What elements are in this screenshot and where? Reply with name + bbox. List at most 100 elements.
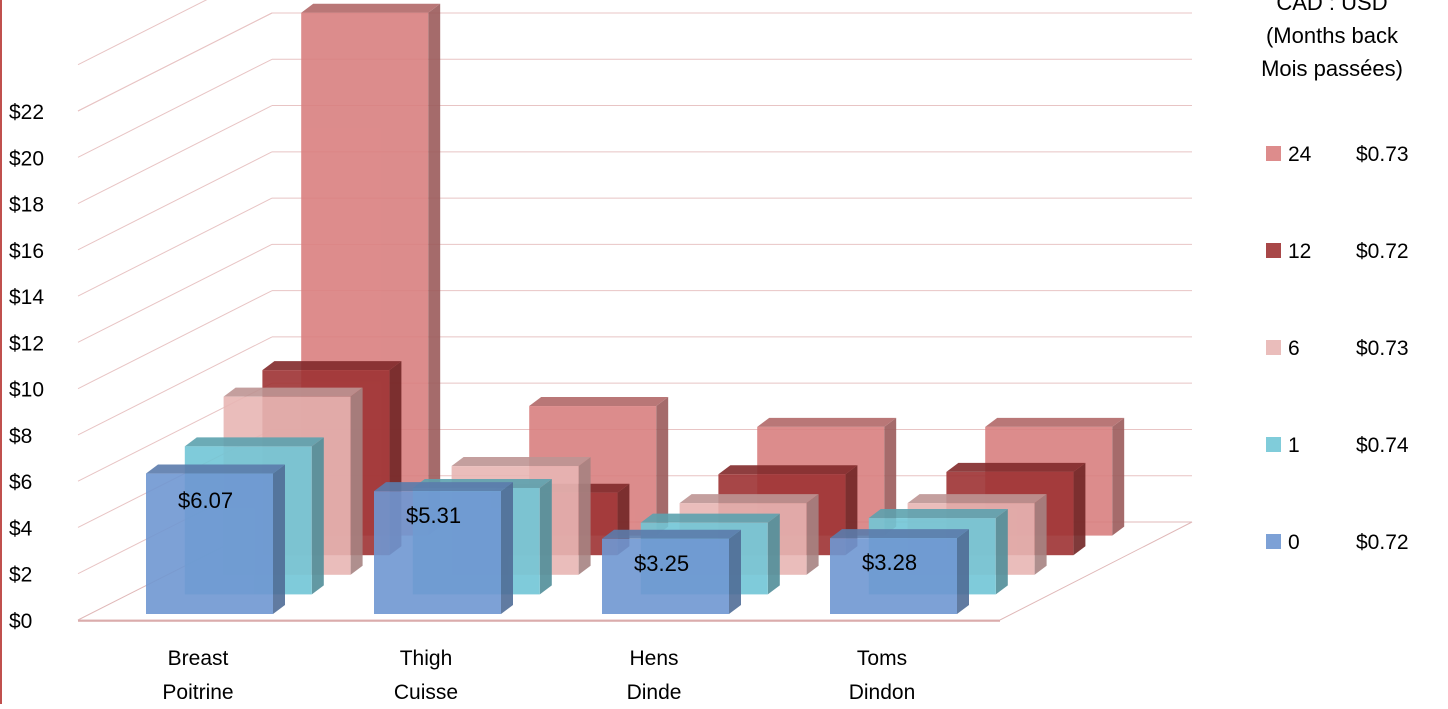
bar-top: [985, 417, 1125, 427]
bar-side: [656, 397, 669, 536]
legend-swatch: [1266, 437, 1281, 452]
x-tick-label: Hens: [629, 647, 678, 670]
legend-swatch: [1266, 146, 1281, 161]
bar-top: [868, 509, 1008, 519]
legend-title: (Months back: [1266, 23, 1399, 48]
data-label: $6.07: [178, 488, 233, 513]
bar-side: [350, 387, 363, 575]
bars: [146, 3, 1125, 614]
x-tick-label: Toms: [857, 647, 907, 670]
bar-top: [451, 457, 591, 467]
legend-rate: $0.73: [1356, 337, 1409, 360]
bar-top: [146, 464, 285, 474]
bar-0-3: [830, 529, 969, 614]
y-tick-label: $0: [9, 610, 32, 633]
bar-side: [767, 513, 780, 595]
y-tick-labels: $0 $2 $4 $6 $8 $10 $12 $14 $16 $18 $20 $22: [9, 101, 44, 633]
legend-rate: $0.74: [1356, 434, 1409, 457]
bar-top: [946, 462, 1086, 472]
bar-top: [374, 482, 513, 492]
x-tick-label: Thigh: [400, 647, 453, 670]
data-label: $3.25: [634, 551, 689, 576]
bar-side: [884, 417, 897, 536]
legend-rate: $0.72: [1356, 240, 1409, 263]
side-gridline: [77, 58, 273, 158]
y-tick-label: $12: [9, 332, 44, 355]
side-gridline: [77, 243, 273, 343]
y-tick-label: $2: [9, 564, 32, 587]
bar-top: [184, 437, 324, 447]
side-gridline: [77, 151, 273, 251]
bar-top: [223, 387, 363, 397]
y-tick-label: $20: [9, 147, 44, 170]
x-tick-label: Breast: [168, 647, 229, 670]
bar-top: [907, 494, 1047, 504]
bar-top: [830, 529, 969, 539]
legend-title: CAD : USD: [1276, 0, 1387, 15]
bar-side: [806, 494, 819, 575]
bar-side: [729, 529, 741, 614]
bar-top: [757, 417, 897, 427]
bar-side: [501, 482, 513, 614]
y-tick-label: $6: [9, 471, 32, 494]
bar-top: [529, 397, 669, 407]
x-tick-labels: Breast Poitrine Thigh Cuisse Hens Dinde Toms Di…: [162, 647, 915, 704]
legend-rate: $0.72: [1356, 531, 1409, 554]
bar-top: [602, 529, 741, 539]
legend: CAD : USD (Months back Mois passées) 24 $0.7…: [1261, 0, 1409, 554]
y-tick-label: $4: [9, 517, 33, 540]
bar-side: [1112, 417, 1125, 536]
side-gridline: [77, 105, 273, 204]
legend-title: Mois passées): [1261, 56, 1403, 81]
bar-front: [146, 473, 273, 614]
legend-series-name: 0: [1288, 531, 1300, 554]
data-label: $3.28: [862, 550, 917, 575]
x-tick-label: Cuisse: [394, 681, 458, 704]
bar-top: [679, 494, 819, 504]
bar-0-1: [374, 482, 513, 614]
bar-side: [539, 478, 552, 595]
side-gridline: [77, 290, 273, 390]
legend-swatch: [1266, 243, 1281, 258]
bar-top: [262, 361, 402, 371]
y-tick-label: $16: [9, 240, 44, 263]
side-gridline: [77, 197, 273, 297]
bar-top: [640, 513, 780, 523]
legend-series-name: 12: [1288, 240, 1311, 263]
bar-side: [957, 529, 969, 614]
bar-side: [273, 464, 285, 614]
bar-side: [578, 457, 591, 575]
legend-swatch: [1266, 340, 1281, 355]
x-tick-label: Dinde: [627, 681, 682, 704]
x-tick-label: Dindon: [849, 681, 916, 704]
bar-0-2: [602, 529, 741, 614]
y-tick-label: $10: [9, 379, 44, 402]
y-tick-label: $8: [9, 425, 32, 448]
bar-top: [718, 465, 858, 475]
side-gridline: [77, 0, 208, 66]
bar-side: [1034, 494, 1047, 575]
x-tick-label: Poitrine: [162, 681, 233, 704]
bar-side: [1073, 462, 1086, 556]
legend-series-name: 24: [1288, 143, 1312, 166]
bar-side: [428, 3, 441, 536]
bar-0-0: [146, 464, 285, 614]
bar-top: [301, 3, 441, 13]
y-tick-label: $22: [9, 101, 44, 124]
data-label: $5.31: [406, 503, 461, 528]
legend-swatch: [1266, 534, 1281, 549]
bar-front: [602, 538, 729, 614]
bar-side: [311, 437, 324, 595]
legend-rate: $0.73: [1356, 143, 1409, 166]
side-gridline: [77, 12, 273, 112]
y-tick-label: $14: [9, 286, 44, 309]
legend-series-name: 1: [1288, 434, 1300, 457]
bar-front: [830, 538, 957, 614]
bar-front: [374, 491, 501, 614]
side-gridline: [77, 336, 273, 436]
data-labels: $6.07 $5.31 $3.25 $3.28: [178, 488, 917, 576]
bar-side: [995, 509, 1008, 595]
y-tick-label: $18: [9, 194, 44, 217]
